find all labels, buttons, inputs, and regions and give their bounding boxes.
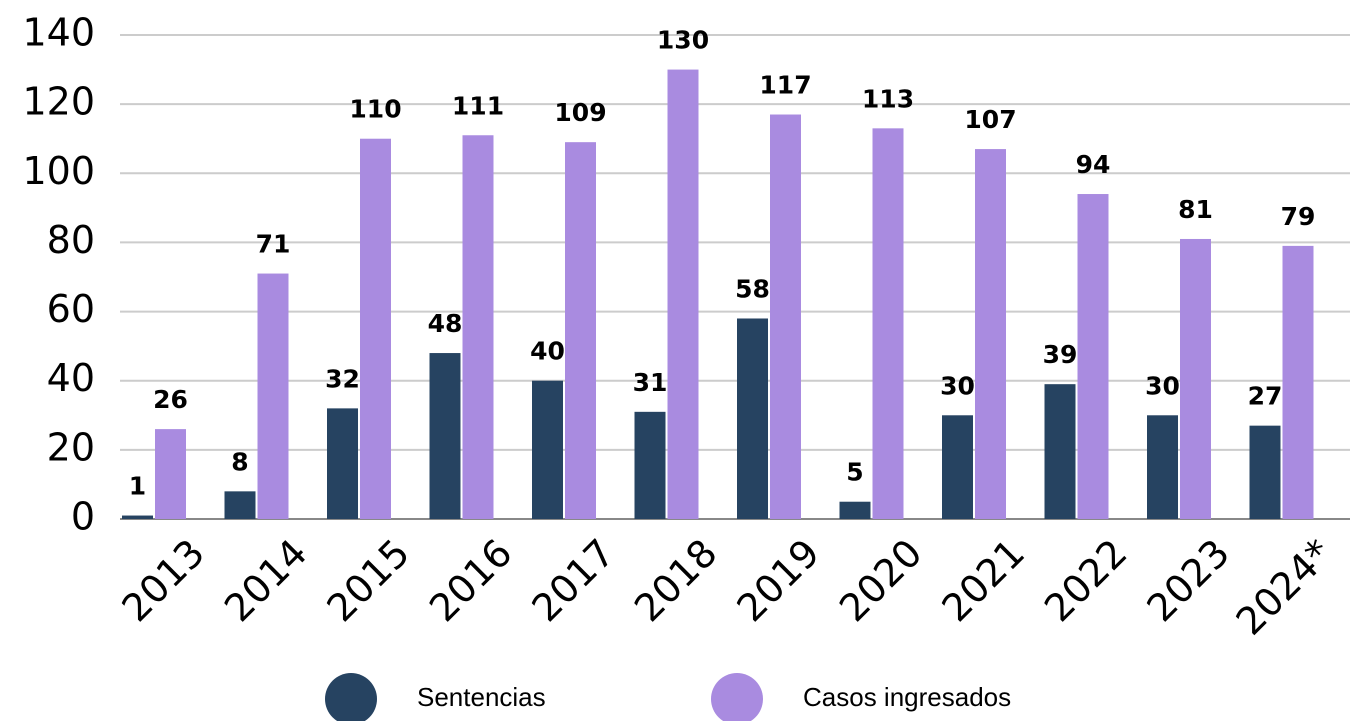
bar	[872, 128, 904, 520]
legend-label: Sentencias	[417, 682, 546, 712]
y-tick-label: 60	[47, 287, 95, 331]
data-label: 39	[1043, 340, 1078, 369]
bar	[532, 380, 563, 519]
bar	[1249, 425, 1281, 519]
bar	[667, 69, 699, 520]
x-tick-label: 2015	[319, 531, 419, 631]
bar	[360, 138, 391, 519]
data-label: 130	[657, 26, 709, 55]
x-tick-label: 2022	[1036, 531, 1136, 631]
data-label: 107	[964, 105, 1016, 134]
bar	[975, 149, 1006, 520]
x-tick-label: 2023	[1139, 531, 1239, 631]
x-tick-label: 2019	[729, 531, 829, 631]
data-label: 113	[862, 84, 914, 113]
x-tick-label: 2013	[114, 531, 214, 631]
bar	[1044, 384, 1076, 519]
y-tick-label: 120	[22, 80, 95, 124]
x-tick-label: 2017	[524, 531, 624, 631]
data-label: 111	[452, 91, 504, 120]
data-label: 5	[846, 458, 863, 487]
data-label: 31	[633, 368, 668, 397]
y-tick-label: 100	[22, 149, 95, 193]
bar	[1147, 415, 1178, 519]
bar	[327, 408, 358, 519]
bar	[462, 135, 494, 519]
bar	[770, 114, 801, 519]
data-label: 27	[1248, 382, 1283, 411]
data-label: 94	[1076, 150, 1111, 179]
y-tick-label: 0	[71, 495, 95, 539]
data-label: 79	[1281, 202, 1316, 231]
data-label: 81	[1178, 195, 1213, 224]
bar	[737, 318, 768, 519]
bar	[122, 515, 153, 519]
data-label: 58	[735, 274, 770, 303]
bar	[839, 501, 871, 519]
x-tick-label: 2018	[626, 531, 726, 631]
x-tick-label: 2020	[831, 531, 931, 631]
bar	[1180, 238, 1211, 519]
data-label: 30	[940, 371, 975, 400]
data-label: 26	[153, 385, 188, 414]
bar	[1077, 194, 1109, 519]
x-tick-label: 2021	[934, 531, 1034, 631]
data-label: 32	[325, 364, 360, 393]
data-label: 109	[554, 98, 606, 127]
data-label: 110	[349, 95, 401, 124]
data-label: 8	[231, 447, 248, 476]
x-tick-label: 2016	[421, 531, 521, 631]
data-label: 48	[428, 309, 463, 338]
bar	[942, 415, 973, 519]
legend-swatch	[711, 673, 763, 721]
bar	[1282, 245, 1314, 519]
y-tick-label: 40	[47, 356, 95, 400]
data-label: 40	[530, 337, 565, 366]
x-tick-label: 2024*	[1228, 531, 1341, 644]
data-label: 1	[129, 472, 146, 501]
bar	[565, 142, 596, 519]
bar	[634, 411, 666, 519]
data-label: 30	[1145, 371, 1180, 400]
data-label: 71	[256, 230, 291, 259]
legend-swatch	[325, 673, 377, 721]
y-tick-label: 80	[47, 218, 95, 262]
y-tick-label: 140	[22, 11, 95, 55]
legend-label: Casos ingresados	[803, 682, 1011, 712]
data-label: 117	[759, 71, 811, 100]
bar	[224, 491, 256, 519]
bar	[155, 429, 186, 519]
bar	[257, 273, 289, 519]
bar	[429, 353, 461, 519]
x-tick-label: 2014	[216, 531, 316, 631]
y-tick-label: 20	[47, 425, 95, 469]
